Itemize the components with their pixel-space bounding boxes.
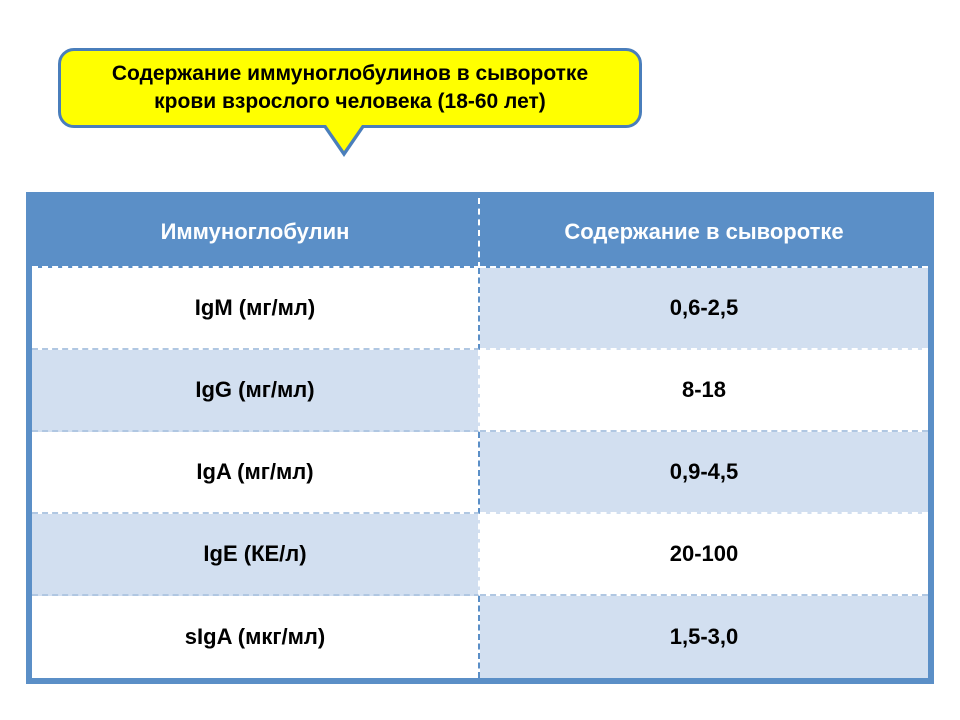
title-callout: Содержание иммуноглобулинов в сыворотке … <box>58 48 642 128</box>
cell-name: IgM (мг/мл) <box>32 268 480 350</box>
cell-value: 8-18 <box>480 350 928 432</box>
col-header-name: Иммуноглобулин <box>32 198 480 268</box>
cell-value: 0,9-4,5 <box>480 432 928 514</box>
cell-name: sIgA (мкг/мл) <box>32 596 480 678</box>
immunoglobulin-table: Иммуноглобулин Содержание в сыворотке Ig… <box>32 198 928 678</box>
cell-name: IgE (КЕ/л) <box>32 514 480 596</box>
title-text: Содержание иммуноглобулинов в сыворотке … <box>81 60 619 117</box>
table-row: sIgA (мкг/мл) 1,5-3,0 <box>32 596 928 678</box>
cell-name: IgG (мг/мл) <box>32 350 480 432</box>
table-row: IgA (мг/мл) 0,9-4,5 <box>32 432 928 514</box>
immunoglobulin-table-container: Иммуноглобулин Содержание в сыворотке Ig… <box>26 192 934 684</box>
cell-name: IgA (мг/мл) <box>32 432 480 514</box>
cell-value: 0,6-2,5 <box>480 268 928 350</box>
table-header-row: Иммуноглобулин Содержание в сыворотке <box>32 198 928 268</box>
table-row: IgG (мг/мл) 8-18 <box>32 350 928 432</box>
table-row: IgM (мг/мл) 0,6-2,5 <box>32 268 928 350</box>
col-header-value: Содержание в сыворотке <box>480 198 928 268</box>
cell-value: 1,5-3,0 <box>480 596 928 678</box>
callout-tail-fill <box>326 125 362 151</box>
cell-value: 20-100 <box>480 514 928 596</box>
table-row: IgE (КЕ/л) 20-100 <box>32 514 928 596</box>
